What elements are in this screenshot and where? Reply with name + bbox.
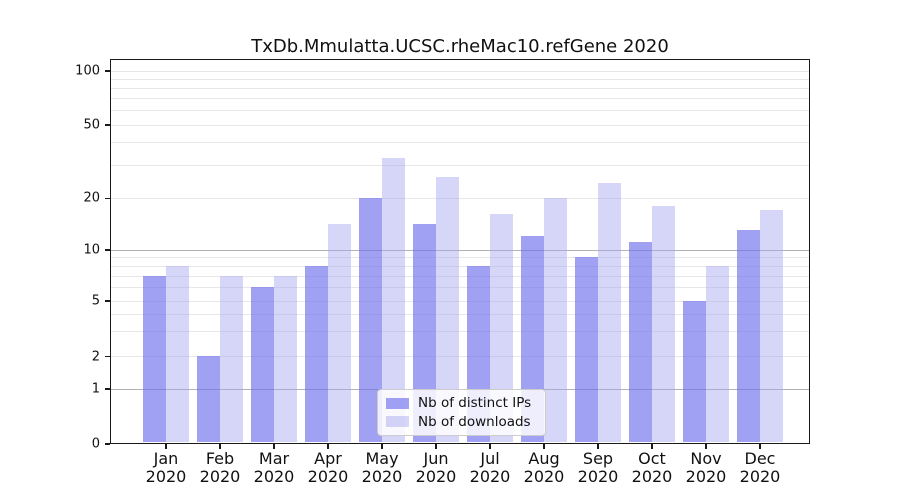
y-axis-tick-label-0: 0 — [91, 436, 100, 452]
gridline-70 — [111, 98, 809, 100]
x-tick-may — [381, 444, 383, 449]
gridline-60 — [111, 110, 809, 112]
legend-label-downloads: Nb of downloads — [418, 413, 531, 430]
y-axis-tick-label-1: 1 — [91, 381, 100, 397]
y-tick-0 — [105, 443, 110, 445]
x-axis-tick-label-apr: Apr 2020 — [307, 449, 349, 486]
legend-item-downloads: Nb of downloads — [386, 414, 537, 430]
bar-distinct-ips-jan — [142, 275, 166, 442]
bar-downloads-jan — [165, 265, 189, 442]
y-tick-1 — [105, 388, 110, 390]
y-axis-tick-label-50: 50 — [83, 117, 100, 133]
x-tick-mar — [273, 444, 275, 449]
legend-swatch-distinct-ips-icon — [386, 397, 409, 409]
y-axis-tick-label-20: 20 — [83, 190, 100, 206]
y-tick-50 — [105, 124, 110, 126]
x-axis-tick-label-may: May 2020 — [361, 449, 403, 486]
gridline-20 — [111, 197, 809, 199]
x-axis-tick-label-jan: Jan 2020 — [145, 449, 187, 486]
gridline-3 — [111, 331, 809, 333]
bar-distinct-ips-feb — [196, 356, 220, 442]
gridline-30 — [111, 165, 809, 167]
x-axis-tick-label-sep: Sep 2020 — [577, 449, 619, 486]
x-axis-tick-label-feb: Feb 2020 — [199, 449, 241, 486]
bar-downloads-may — [381, 157, 405, 442]
bar-downloads-feb — [219, 275, 243, 442]
x-tick-nov — [705, 444, 707, 449]
legend-label-distinct-ips: Nb of distinct IPs — [418, 395, 532, 412]
y-tick-5 — [105, 300, 110, 302]
bar-distinct-ips-jun — [412, 224, 436, 442]
bar-downloads-jun — [435, 176, 459, 442]
chart-title: TxDb.Mmulatta.UCSC.rheMac10.refGene 2020 — [251, 36, 669, 57]
gridline-6 — [111, 287, 809, 289]
x-tick-oct — [651, 444, 653, 449]
x-axis-tick-label-nov: Nov 2020 — [685, 449, 727, 486]
gridline-8 — [111, 265, 809, 267]
gridline-80 — [111, 87, 809, 89]
gridline-2 — [111, 356, 809, 357]
x-tick-aug — [543, 444, 545, 449]
bar-distinct-ips-sep — [574, 257, 598, 442]
x-axis-tick-label-jul: Jul 2020 — [469, 449, 511, 486]
gridline-5 — [111, 300, 809, 302]
bar-downloads-mar — [273, 275, 297, 442]
bar-downloads-dec — [759, 209, 783, 442]
legend: Nb of distinct IPs Nb of downloads — [377, 389, 546, 436]
x-axis-tick-label-aug: Aug 2020 — [523, 449, 565, 486]
y-tick-2 — [105, 355, 110, 358]
legend-item-distinct-ips: Nb of distinct IPs — [386, 395, 537, 411]
legend-swatch-downloads-icon — [386, 416, 409, 428]
gridline-9 — [111, 257, 809, 259]
gridline-10 — [111, 249, 809, 251]
bar-distinct-ips-apr — [304, 265, 328, 442]
bar-downloads-oct — [651, 205, 675, 442]
y-tick-10 — [105, 249, 110, 251]
x-tick-jan — [165, 444, 167, 449]
bar-distinct-ips-dec — [736, 229, 760, 442]
bar-downloads-sep — [597, 183, 621, 442]
y-axis-tick-label-10: 10 — [83, 242, 100, 258]
x-tick-feb — [219, 444, 221, 449]
bar-distinct-ips-may — [358, 197, 382, 442]
bar-downloads-jul — [489, 214, 513, 442]
y-axis-tick-label-100: 100 — [75, 63, 100, 79]
gridline-50 — [111, 124, 809, 126]
x-tick-apr — [327, 444, 329, 449]
y-tick-20 — [105, 197, 110, 200]
gridline-90 — [111, 78, 809, 80]
x-axis-tick-label-mar: Mar 2020 — [253, 449, 295, 486]
x-tick-dec — [759, 444, 761, 449]
gridline-4 — [111, 314, 809, 316]
bar-downloads-apr — [327, 224, 351, 442]
x-tick-jun — [435, 444, 437, 449]
plot-area — [110, 59, 810, 444]
gridline-40 — [111, 142, 809, 144]
x-axis-tick-label-dec: Dec 2020 — [739, 449, 781, 486]
y-axis-tick-label-5: 5 — [91, 293, 100, 309]
bar-distinct-ips-oct — [628, 242, 652, 442]
y-axis-tick-label-2: 2 — [91, 349, 100, 364]
bar-distinct-ips-nov — [682, 300, 706, 442]
x-tick-sep — [597, 444, 599, 449]
x-axis-tick-label-jun: Jun 2020 — [415, 449, 457, 486]
bar-downloads-nov — [705, 265, 729, 442]
gridline-100 — [111, 70, 809, 72]
gridline-7 — [111, 275, 809, 277]
bar-downloads-aug — [543, 197, 567, 442]
x-tick-jul — [489, 444, 491, 449]
y-tick-100 — [105, 70, 110, 72]
bar-distinct-ips-mar — [250, 287, 274, 442]
x-axis-tick-label-oct: Oct 2020 — [631, 449, 673, 486]
